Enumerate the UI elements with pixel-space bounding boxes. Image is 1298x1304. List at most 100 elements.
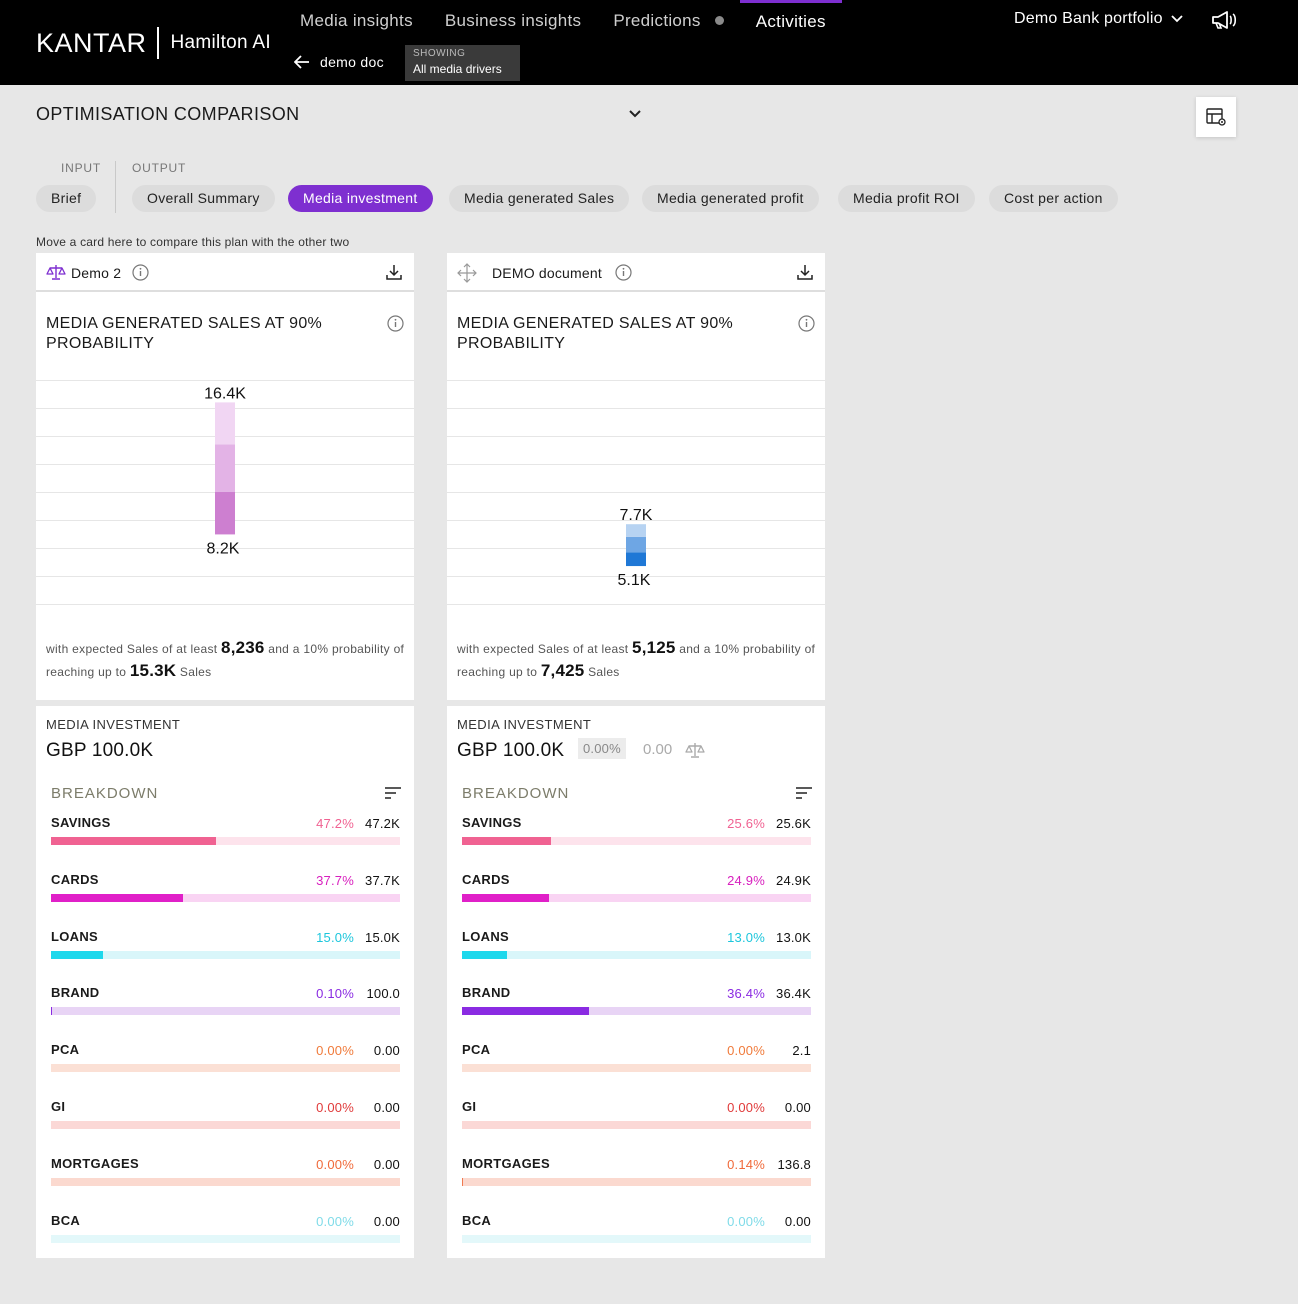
breakdown-row-name: LOANS (462, 928, 509, 944)
breakdown-bar-track (51, 1064, 400, 1073)
breakdown-bar-track (462, 1121, 811, 1129)
breakdown-row-value: 24.9K (776, 872, 811, 888)
card-title: DEMO document (492, 265, 602, 281)
sort-icon[interactable] (384, 786, 402, 800)
breakdown-row-name: MORTGAGES (462, 1155, 550, 1171)
breakdown-row-name: BCA (462, 1212, 492, 1228)
breakdown-bar-track (51, 1177, 400, 1186)
info-icon[interactable] (798, 315, 815, 332)
investment-delta-badge: 0.00% (578, 738, 626, 759)
download-icon[interactable] (796, 263, 814, 281)
plan-card: DEMO document MEDIA GENERATED SALES AT 9… (447, 253, 825, 700)
scale-icon[interactable] (46, 263, 66, 281)
breakdown-row: CARDS 37.7% 37.7K (51, 872, 400, 912)
breakdown-row-name: PCA (51, 1042, 80, 1058)
breakdown-row-name: PCA (462, 1042, 491, 1058)
breakdown-bar-track (462, 1064, 811, 1073)
investment-card: MEDIA INVESTMENT GBP 100.0K 0.00% 0.00 (447, 706, 825, 772)
breakdown-row-percent: 0.10% (316, 986, 354, 1002)
summary-value-min: 5,125 (632, 638, 676, 657)
breakdown-bar-track (462, 893, 811, 902)
scale-icon[interactable] (685, 741, 705, 759)
chart-title: MEDIA GENERATED SALES AT 90% PROBABILITY (46, 315, 323, 352)
breakdown-bar-track (462, 1007, 811, 1016)
megaphone-icon[interactable] (1210, 9, 1238, 36)
nav-predictions[interactable]: Predictions (597, 0, 739, 40)
chart-title: MEDIA GENERATED SALES AT 90% PROBABILITY (457, 315, 734, 352)
breakdown-row-value: 37.7K (365, 872, 400, 888)
breakdown-row-value: 0.00 (373, 1213, 400, 1229)
nav-activities[interactable]: Activities (739, 0, 842, 40)
download-icon[interactable] (385, 263, 403, 281)
tab-brief[interactable]: Brief (36, 185, 97, 212)
breakdown-bar-track (462, 1234, 811, 1243)
plan-card: Demo 2 MEDIA GENERATED SALES AT 90% PROB… (36, 253, 414, 700)
breakdown-bar-track (462, 950, 811, 959)
breakdown-row: MORTGAGES 0.14% 136.8 (462, 1156, 811, 1196)
input-group-label: INPUT (61, 161, 101, 175)
breakdown-bar-track (51, 950, 400, 959)
tab-media-generated-profit[interactable]: Media generated profit (642, 185, 819, 212)
chevron-down-icon[interactable] (628, 106, 642, 124)
bar-high-label: 7.7K (620, 507, 653, 524)
move-icon[interactable] (457, 263, 477, 283)
breakdown-bar-fill (51, 1007, 52, 1016)
breakdown-row-percent: 0.00% (316, 1043, 354, 1059)
tab-media-profit-roi[interactable]: Media profit ROI (838, 185, 975, 212)
nav-media-insights[interactable]: Media insights (300, 10, 413, 30)
product-name: Hamilton AI (170, 32, 271, 53)
info-icon[interactable] (615, 264, 632, 281)
brand[interactable]: KANTAR Hamilton AI (36, 27, 271, 59)
breakdown-row: PCA 0.00% 2.1 (462, 1042, 811, 1082)
breakdown-bar-track (51, 893, 400, 902)
info-icon[interactable] (387, 315, 404, 332)
breakdown-row-value: 0.00 (373, 1043, 400, 1059)
summary-value-min: 8,236 (221, 638, 265, 657)
probability-bar-segment (626, 536, 646, 553)
tab-media-investment[interactable]: Media investment (288, 185, 433, 212)
summary-suffix: Sales (179, 665, 212, 679)
investment-card: MEDIA INVESTMENT GBP 100.0K (36, 706, 414, 772)
page-title: OPTIMISATION COMPARISON (36, 104, 300, 124)
breakdown-bar-fill (462, 1007, 590, 1016)
top-bar: KANTAR Hamilton AI Media insights Busine… (0, 0, 1298, 85)
breakdown-row-value: 36.4K (776, 986, 811, 1002)
tab-cost-per-action[interactable]: Cost per action (989, 185, 1118, 212)
breakdown-row-value: 0.00 (784, 1213, 811, 1229)
breakdown-row: GI 0.00% 0.00 (462, 1099, 811, 1139)
sort-icon[interactable] (795, 786, 813, 800)
table-settings-icon (1206, 108, 1226, 126)
investment-label: MEDIA INVESTMENT (46, 717, 181, 732)
breakdown-row: MORTGAGES 0.00% 0.00 (51, 1156, 400, 1196)
breakdown-bar-track (51, 1234, 400, 1243)
breakdown-row-name: CARDS (51, 871, 99, 887)
breakdown-row-percent: 0.14% (727, 1156, 765, 1172)
summary-middle: and a 10% probability of reaching up to (457, 642, 816, 679)
breakdown-bar-fill (462, 950, 508, 959)
tab-overall-summary[interactable]: Overall Summary (132, 185, 275, 212)
tab-media-generated-sales[interactable]: Media generated Sales (449, 185, 630, 212)
showing-filter[interactable]: SHOWING All media drivers (405, 45, 520, 81)
breakdown-bar-track (462, 1177, 811, 1186)
info-icon[interactable] (132, 264, 149, 281)
chevron-down-icon (1171, 15, 1183, 23)
table-settings-button[interactable] (1196, 97, 1236, 137)
breakdown-row: CARDS 24.9% 24.9K (462, 872, 811, 912)
back-link[interactable]: demo doc (294, 54, 384, 70)
bar-low-label: 8.2K (207, 540, 240, 557)
breakdown-row-value: 0.00 (373, 1100, 400, 1115)
portfolio-selector[interactable]: Demo Bank portfolio (1014, 10, 1183, 28)
nav-business-insights[interactable]: Business insights (444, 10, 582, 30)
breakdown-row-value: 100.0 (366, 986, 400, 1002)
group-divider (115, 161, 116, 213)
breakdown-row-value: 13.0K (776, 929, 811, 945)
summary-suffix: Sales (588, 665, 620, 679)
kantar-logo: KANTAR (36, 28, 147, 58)
breakdown-row-percent: 0.00% (316, 1100, 354, 1115)
investment-difference: 0.00 (643, 741, 673, 758)
summary-prefix: with expected Sales of at least (46, 642, 218, 656)
breakdown-row-value: 2.1 (792, 1043, 811, 1059)
breakdown-row-name: BCA (51, 1212, 81, 1228)
breakdown-row-value: 15.0K (365, 929, 400, 945)
breakdown-row: LOANS 15.0% 15.0K (51, 929, 400, 969)
